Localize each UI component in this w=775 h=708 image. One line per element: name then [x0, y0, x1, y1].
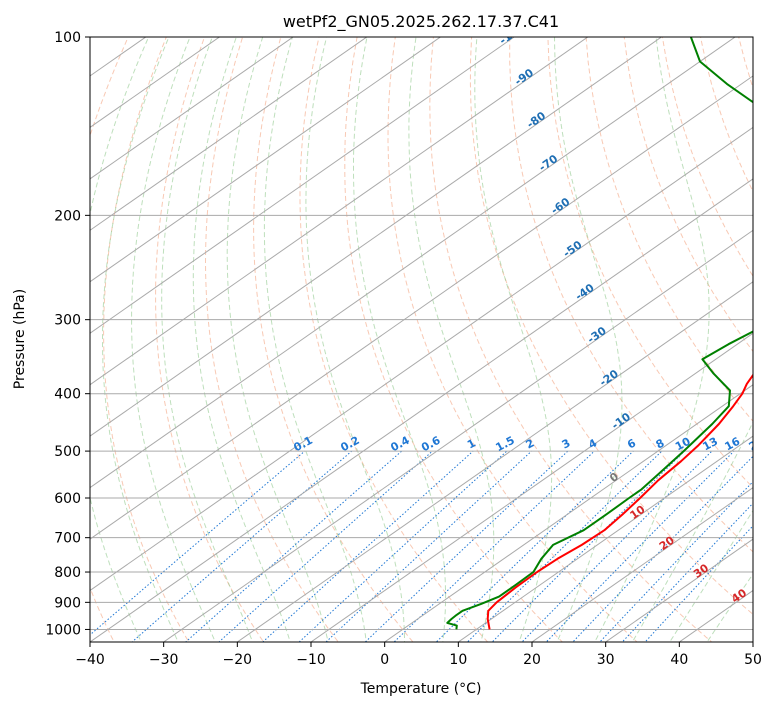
chart-title: wetPf2_GN05.2025.262.17.37.C41	[283, 12, 559, 32]
x-tick-label: −20	[223, 652, 253, 668]
x-tick-label: 30	[597, 652, 615, 668]
y-tick-label: 300	[54, 313, 81, 329]
isotherm-line	[90, 178, 753, 642]
temperature-profile-line	[486, 373, 753, 630]
x-tick-label: −10	[296, 652, 326, 668]
y-tick-label: 800	[54, 565, 81, 581]
y-tick-label: 400	[54, 387, 81, 403]
dry-adiabat-line	[547, 37, 753, 489]
isotherm-line	[90, 75, 753, 540]
x-tick-label: −40	[75, 652, 105, 668]
isotherm-line	[90, 37, 515, 334]
dry-adiabat-line	[585, 37, 753, 422]
isotherm-line	[90, 37, 663, 437]
plot-area: -100-90-80-70-60-50-40-30-20-10010203040…	[90, 37, 767, 642]
isotherm-line	[383, 384, 753, 642]
dry-adiabat-line	[204, 37, 339, 642]
x-tick-label: 20	[523, 652, 541, 668]
y-tick-label: 600	[54, 491, 81, 507]
x-tick-label: 40	[670, 652, 688, 668]
isotherm-line	[90, 126, 753, 592]
x-tick-label: 50	[744, 652, 762, 668]
moist-adiabat-line	[554, 37, 623, 642]
moist-adiabat-line	[226, 37, 329, 642]
moist-adiabat-line	[102, 37, 179, 642]
x-tick-label: −30	[149, 652, 179, 668]
x-tick-label: 0	[380, 652, 389, 668]
isotherm-line	[90, 37, 589, 386]
y-axis-ticks: 100 200 300 400 500 600 700 800 900 1000	[45, 30, 90, 638]
moist-adiabat-line	[161, 37, 254, 642]
isotherm-line	[310, 332, 753, 642]
y-tick-label: 700	[54, 531, 81, 547]
moist-adiabat-line	[131, 37, 216, 642]
x-tick-label: 10	[449, 652, 467, 668]
sounding-series	[446, 37, 753, 630]
isotherm-line	[90, 37, 221, 129]
plot-frame	[89, 36, 754, 643]
y-tick-label: 500	[54, 444, 81, 460]
isotherm-line	[90, 37, 736, 489]
isotherm-line	[236, 281, 753, 642]
moist-adiabat-line	[594, 37, 710, 642]
isotherm-line	[604, 538, 753, 642]
x-axis-ticks: −40 −30 −20 −10 0 10 20 30 40 50	[75, 642, 762, 668]
pressure-grid	[90, 37, 753, 630]
moist-adiabat-line	[669, 509, 753, 642]
isotherm-line	[162, 229, 753, 642]
isotherm-line	[457, 435, 753, 642]
isotherm-grid	[90, 37, 753, 642]
y-axis-label: Pressure (hPa)	[12, 289, 28, 389]
moist-adiabat-line	[353, 37, 447, 642]
y-tick-label: 900	[54, 595, 81, 611]
isotherm-line	[90, 37, 368, 231]
y-tick-label: 1000	[45, 622, 81, 638]
mixing-ratio-label: 16	[723, 435, 743, 454]
x-axis-label: Temperature (°C)	[360, 681, 482, 697]
mixing-ratio-label: 20	[747, 435, 767, 454]
y-tick-label: 100	[54, 30, 81, 46]
moist-adiabat-line	[706, 573, 753, 642]
dewpoint-profile-line	[446, 37, 753, 630]
moist-adiabat-line	[305, 37, 405, 642]
isotherm-line	[90, 37, 294, 180]
isotherm-line	[90, 37, 442, 283]
mixing-ratio-label: 10	[673, 435, 693, 454]
y-tick-label: 200	[54, 208, 81, 224]
isotherm-line	[531, 487, 753, 642]
